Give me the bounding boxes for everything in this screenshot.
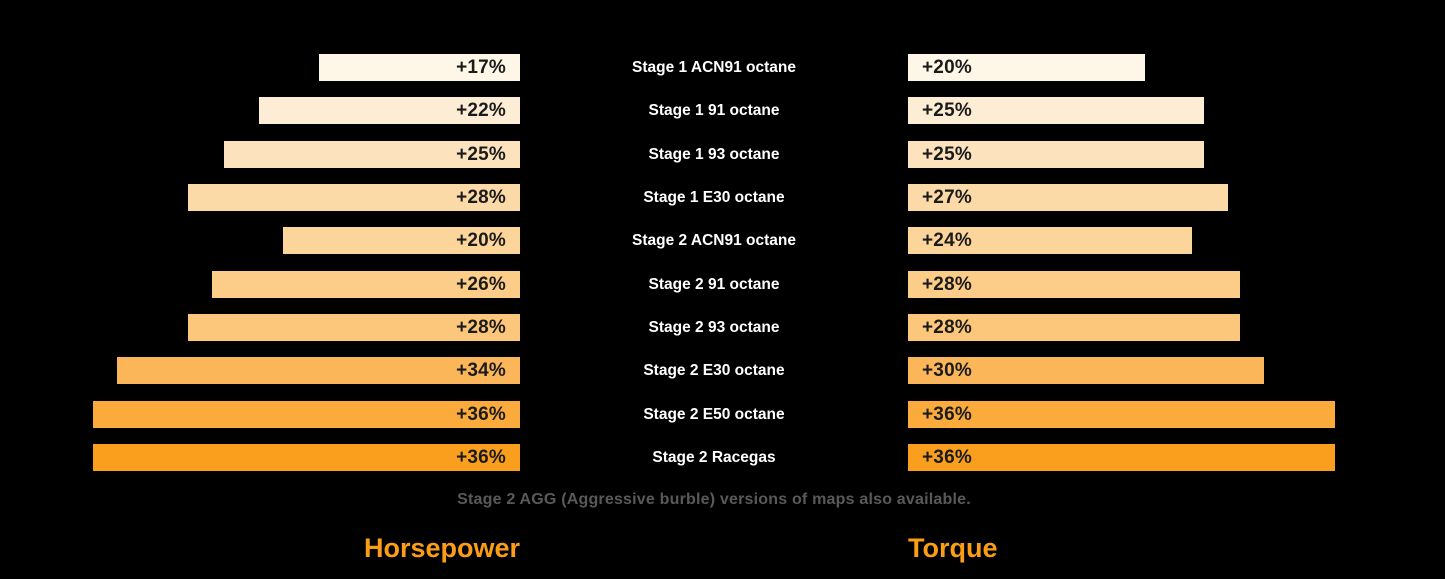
torque-bar: +25%: [908, 97, 1204, 124]
torque-value-label: +25%: [922, 143, 972, 165]
category-label: Stage 2 E50 octane: [643, 406, 785, 423]
horsepower-bar: +20%: [283, 227, 520, 254]
category-label: Stage 1 93 octane: [648, 146, 780, 163]
horsepower-bar: +26%: [212, 271, 520, 298]
torque-value-label: +28%: [922, 273, 972, 295]
torque-bar: +25%: [908, 141, 1204, 168]
horsepower-bar: +36%: [93, 401, 520, 428]
torque-value-label: +25%: [922, 99, 972, 121]
horsepower-bar: +36%: [93, 444, 520, 471]
category-label: Stage 2 E30 octane: [643, 362, 785, 379]
horsepower-bar: +28%: [188, 314, 520, 341]
torque-value-label: +20%: [922, 56, 972, 78]
horsepower-value-label: +26%: [456, 273, 506, 295]
torque-value-label: +27%: [922, 186, 972, 208]
horsepower-value-label: +28%: [456, 316, 506, 338]
torque-bar: +30%: [908, 357, 1264, 384]
horsepower-value-label: +20%: [456, 229, 506, 251]
horsepower-bar: +28%: [188, 184, 520, 211]
torque-bar: +24%: [908, 227, 1192, 254]
horsepower-axis-title: Horsepower: [363, 533, 520, 563]
chart-footnote: Stage 2 AGG (Aggressive burble) versions…: [457, 491, 971, 508]
horsepower-value-label: +25%: [456, 143, 506, 165]
torque-bar: +36%: [908, 401, 1335, 428]
category-label: Stage 2 91 octane: [648, 276, 780, 293]
category-label: Stage 1 91 octane: [648, 102, 780, 119]
horsepower-bar: +25%: [224, 141, 520, 168]
torque-value-label: +36%: [922, 403, 972, 425]
horsepower-value-label: +34%: [456, 359, 506, 381]
torque-value-label: +24%: [922, 229, 972, 251]
horsepower-bar: +34%: [117, 357, 520, 384]
horsepower-bar: +22%: [259, 97, 520, 124]
category-label: Stage 1 ACN91 octane: [632, 59, 796, 76]
horsepower-value-label: +22%: [456, 99, 506, 121]
torque-value-label: +36%: [922, 446, 972, 468]
torque-axis-title: Torque: [908, 533, 998, 563]
torque-bar: +28%: [908, 271, 1240, 298]
category-label: Stage 2 Racegas: [652, 449, 776, 466]
torque-value-label: +28%: [922, 316, 972, 338]
horsepower-value-label: +36%: [456, 446, 506, 468]
torque-bar: +36%: [908, 444, 1335, 471]
horsepower-value-label: +36%: [456, 403, 506, 425]
category-label: Stage 2 ACN91 octane: [632, 232, 796, 249]
category-label: Stage 2 93 octane: [648, 319, 780, 336]
category-label: Stage 1 E30 octane: [643, 189, 785, 206]
torque-bar: +20%: [908, 54, 1145, 81]
torque-bar: +28%: [908, 314, 1240, 341]
torque-value-label: +30%: [922, 359, 972, 381]
horsepower-value-label: +28%: [456, 186, 506, 208]
horsepower-bar: +17%: [319, 54, 520, 81]
torque-bar: +27%: [908, 184, 1228, 211]
horsepower-value-label: +17%: [456, 56, 506, 78]
